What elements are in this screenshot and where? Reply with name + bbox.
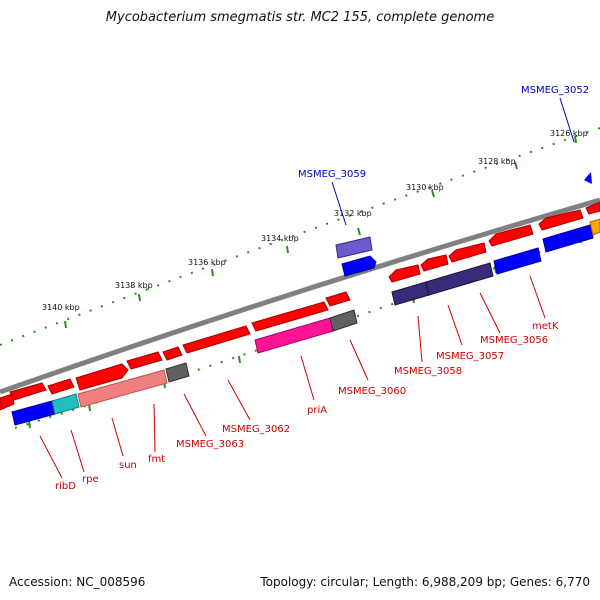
gene-arrow[interactable] xyxy=(585,201,600,215)
scale-label-3130: 3130 kbp xyxy=(406,183,444,192)
gene-arrow[interactable] xyxy=(47,378,75,395)
gene-arrow[interactable] xyxy=(325,291,351,307)
gene-arrow[interactable] xyxy=(251,301,329,332)
gene-block-blue[interactable] xyxy=(493,247,542,275)
gene-arrow-blue[interactable] xyxy=(341,255,377,277)
scale-label-3128: 3128 kbp xyxy=(478,157,516,166)
gene-label-metk[interactable]: metK xyxy=(532,321,559,332)
gene-label-msmeg-3052[interactable]: MSMEG_3052 xyxy=(521,85,589,96)
scale-label-3132: 3132 kbp xyxy=(334,209,372,218)
gene-label-msmeg-3059[interactable]: MSMEG_3059 xyxy=(298,169,366,180)
gene-block-purple[interactable] xyxy=(425,262,494,296)
gene-label-rpe[interactable]: rpe xyxy=(82,474,99,485)
msmeg-3059-genes xyxy=(335,236,377,277)
scale-label-3134: 3134 kbp xyxy=(261,234,299,243)
gene-arrow[interactable] xyxy=(538,209,584,231)
genome-stats-text: Topology: circular; Length: 6,988,209 bp… xyxy=(260,575,590,589)
gene-block-purple[interactable] xyxy=(391,281,430,306)
gene-block-gray[interactable] xyxy=(329,309,358,332)
lower-row-genes xyxy=(11,218,600,426)
gene-arrow[interactable] xyxy=(420,254,449,272)
gene-label-msmeg-3058[interactable]: MSMEG_3058 xyxy=(394,366,462,377)
msmeg-3052-marker[interactable] xyxy=(584,172,592,184)
genome-backbone xyxy=(0,197,600,395)
gene-label-msmeg-3057[interactable]: MSMEG_3057 xyxy=(436,351,504,362)
gene-block-gray[interactable] xyxy=(165,362,190,383)
forward-genes xyxy=(0,291,351,411)
outer-major-ticks xyxy=(64,135,577,329)
gene-label-sun[interactable]: sun xyxy=(119,460,137,471)
gene-label-msmeg-3056[interactable]: MSMEG_3056 xyxy=(480,335,548,346)
gene-label-msmeg-3063[interactable]: MSMEG_3063 xyxy=(176,439,244,450)
gene-arrow[interactable] xyxy=(388,264,421,283)
gene-block-blue[interactable] xyxy=(542,224,594,253)
gene-block-cyan[interactable] xyxy=(51,393,80,415)
gene-arrow[interactable] xyxy=(488,224,534,247)
gene-arrow[interactable] xyxy=(162,346,183,361)
gene-block-blue[interactable] xyxy=(11,400,56,426)
gene-label-msmeg-3060[interactable]: MSMEG_3060 xyxy=(338,386,406,397)
gene-arrow[interactable] xyxy=(75,363,129,391)
scale-label-3138: 3138 kbp xyxy=(115,281,153,290)
gene-arrow[interactable] xyxy=(182,325,251,354)
gene-block-orange[interactable] xyxy=(589,218,600,236)
scale-label-3126: 3126 kbp xyxy=(550,129,588,138)
reverse-genes-top xyxy=(388,201,600,283)
accession-text: Accession: NC_008596 xyxy=(9,575,146,589)
gene-label-ribd[interactable]: ribD xyxy=(55,481,76,492)
scale-label-3136: 3136 kbp xyxy=(188,258,226,267)
gene-arrow[interactable] xyxy=(126,351,163,370)
gene-arrow[interactable] xyxy=(448,242,487,263)
gene-label-pria[interactable]: priA xyxy=(307,405,327,416)
gene-label-msmeg-3062[interactable]: MSMEG_3062 xyxy=(222,424,290,435)
gene-arrow[interactable] xyxy=(0,393,15,411)
gene-block-pink[interactable] xyxy=(77,369,168,408)
gene-block-lavender[interactable] xyxy=(335,236,373,259)
gene-label-fmt[interactable]: fmt xyxy=(148,454,165,465)
gene-arrow[interactable] xyxy=(9,382,47,401)
map-title: Mycobacterium smegmatis str. MC2 155, co… xyxy=(105,10,495,25)
scale-label-3140: 3140 kbp xyxy=(42,303,80,312)
